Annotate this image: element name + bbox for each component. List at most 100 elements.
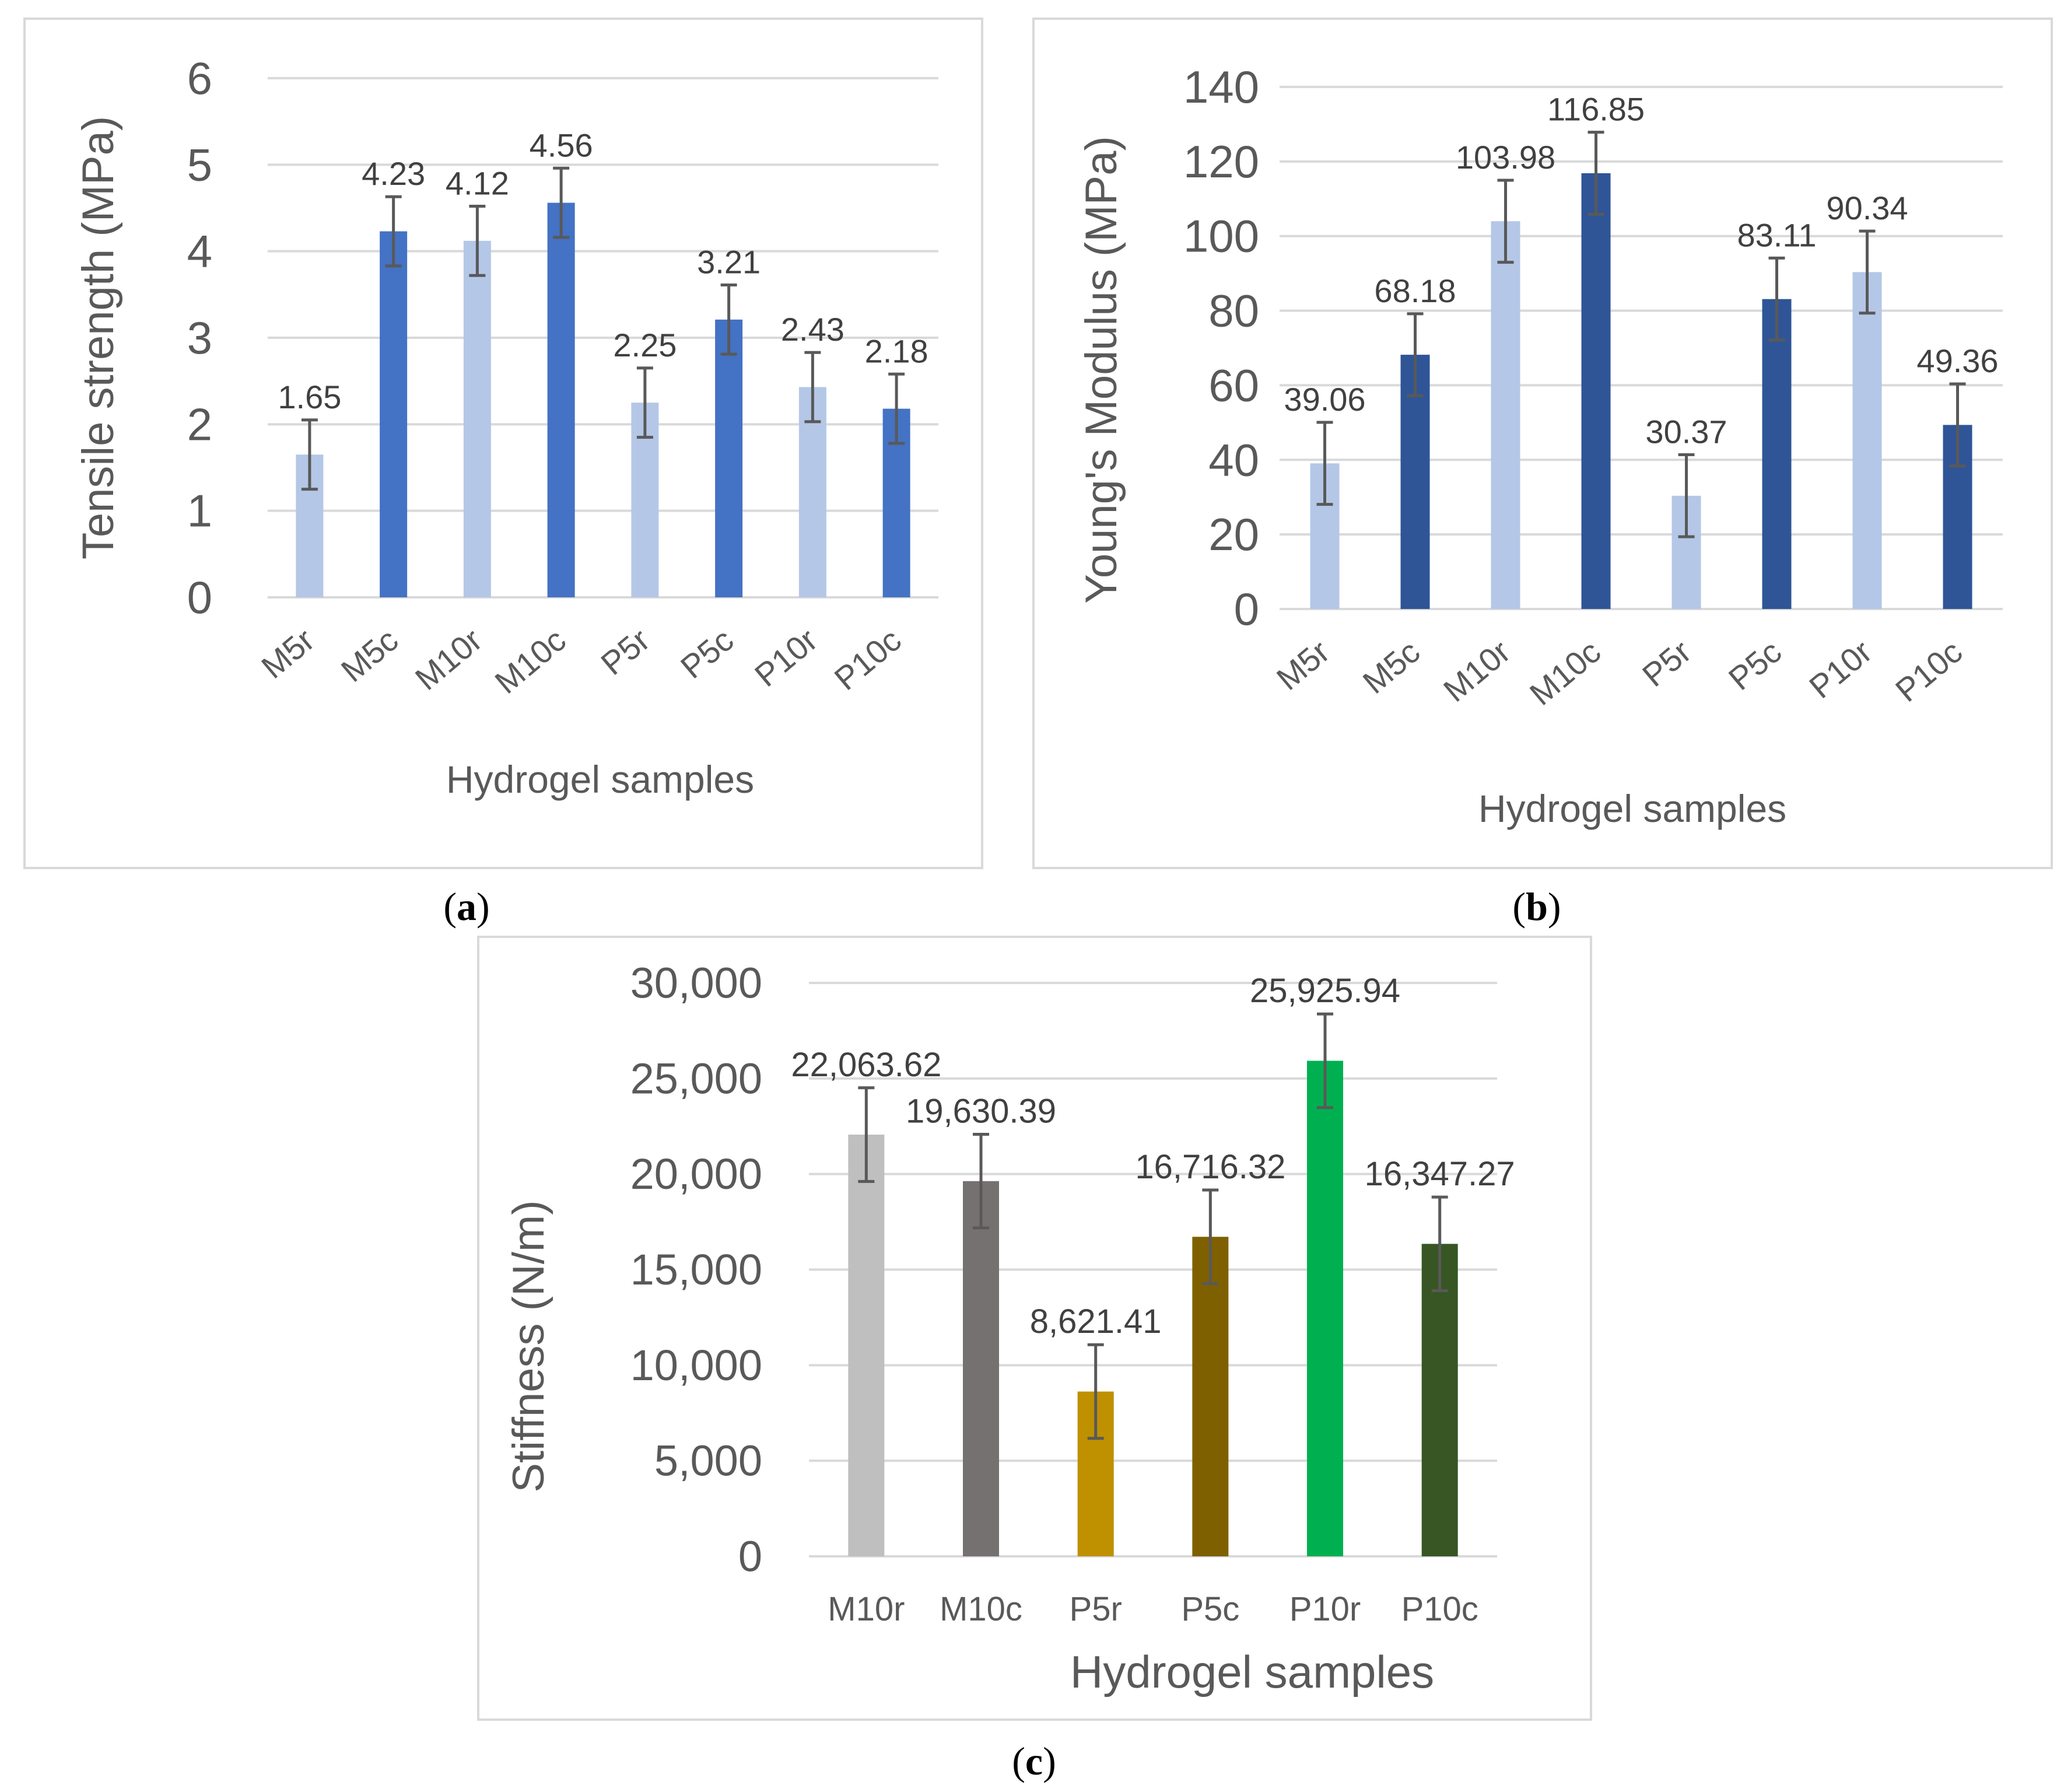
x-tick-label-M5c: M5c	[1356, 633, 1427, 701]
bar-P5c	[715, 319, 743, 597]
data-label-M5r: 39.06	[1284, 381, 1365, 418]
data-label-M10c: 4.56	[530, 127, 593, 163]
caption-c: (c)	[1012, 1738, 1056, 1784]
y-tick-label: 80	[1208, 285, 1259, 337]
x-tick-label-P5c: P5c	[1722, 633, 1788, 697]
bar-M10c	[547, 202, 575, 598]
y-tick-label: 2	[187, 398, 212, 450]
caption-a-close: )	[476, 884, 490, 929]
x-tick-label-P5c: P5c	[674, 621, 740, 685]
data-label-M10r: 4.12	[446, 165, 509, 202]
chart-c: 0 5,000 10,000 15,000 20,000 25,000 30,000 22,0…	[504, 959, 1515, 1698]
x-axis-title: Hydrogel samples	[446, 758, 754, 801]
x-tick-label-M10c: M10c	[940, 1590, 1022, 1628]
bar-P10c	[1421, 1244, 1458, 1556]
x-tick-label-M5c: M5c	[334, 621, 405, 689]
bar-M10r	[1491, 221, 1520, 609]
y-tick-label: 0	[187, 572, 212, 623]
x-tick-label-M10c: M10c	[1523, 633, 1607, 712]
data-label-P5c: 16,716.32	[1135, 1148, 1285, 1186]
y-tick-label: 60	[1208, 359, 1259, 411]
bar-P10r	[1307, 1060, 1343, 1556]
y-tick-label: 15,000	[630, 1245, 762, 1294]
caption-b: (b)	[1512, 884, 1561, 930]
caption-b-close: )	[1547, 884, 1561, 929]
data-label-M5c: 4.23	[362, 155, 425, 192]
y-tick-label: 5	[187, 139, 212, 190]
bar-M10r	[848, 1135, 885, 1556]
y-axis-title: Tensile strength (MPa)	[73, 116, 123, 559]
data-label-P10r: 25,925.94	[1250, 972, 1400, 1010]
x-tick-label-M10c: M10c	[488, 621, 572, 701]
data-label-M5c: 68.18	[1374, 272, 1456, 309]
chart-a: 0 1 2 3 4 5 6 1.65 M5r 4.23 M5c 4.12 M10r 4.56 M10c 2.2…	[73, 52, 938, 801]
data-label-P10c: 49.36	[1916, 342, 1998, 379]
bar-M10r	[463, 240, 491, 597]
x-tick-label-P10c: P10c	[828, 621, 908, 697]
y-tick-label: 140	[1183, 61, 1259, 113]
x-tick-label-P5r: P5r	[1070, 1590, 1122, 1628]
x-tick-label-P10c: P10c	[1401, 1590, 1478, 1628]
caption-c-open: (	[1012, 1739, 1025, 1783]
data-label-M10r: 22,063.62	[791, 1046, 941, 1084]
caption-a-letter: a	[457, 884, 476, 929]
y-tick-label: 5,000	[654, 1437, 762, 1485]
chart-panel-a: 0 1 2 3 4 5 6 1.65 M5r 4.23 M5c 4.12 M10r 4.56 M10c 2.2…	[23, 18, 983, 869]
caption-a: (a)	[443, 884, 489, 930]
x-tick-label-M10r: M10r	[1436, 633, 1517, 709]
y-tick-label: 1	[187, 485, 212, 537]
y-axis-title: Young's Modulus (MPa)	[1077, 136, 1126, 604]
data-label-P5c: 83.11	[1737, 216, 1817, 253]
y-tick-label: 4	[187, 226, 212, 277]
x-tick-label-P10r: P10r	[1802, 633, 1879, 705]
x-tick-label-P10r: P10r	[748, 621, 824, 694]
data-label-P5r: 8,621.41	[1030, 1303, 1162, 1340]
data-label-M5r: 1.65	[278, 379, 341, 415]
data-label-P5r: 30.37	[1645, 414, 1727, 450]
y-tick-label: 6	[187, 52, 212, 104]
chart-panel-c: 0 5,000 10,000 15,000 20,000 25,000 30,000 22,0…	[477, 936, 1592, 1721]
x-tick-label-P5c: P5c	[1181, 1590, 1239, 1628]
y-tick-label: 120	[1183, 136, 1259, 187]
x-axis-title: Hydrogel samples	[1070, 1646, 1434, 1698]
x-tick-label-P5r: P5r	[1635, 633, 1698, 694]
data-label-P10r: 2.43	[781, 311, 844, 348]
data-label-P10c: 2.18	[865, 332, 928, 369]
y-tick-label: 25,000	[630, 1054, 762, 1102]
y-tick-label: 0	[1234, 583, 1259, 635]
bar-P10r	[1852, 272, 1882, 609]
data-label-P10r: 90.34	[1826, 190, 1908, 226]
x-tick-label-M10r: M10r	[828, 1590, 905, 1628]
caption-c-close: )	[1043, 1739, 1056, 1783]
x-tick-label-P10r: P10r	[1289, 1590, 1361, 1628]
x-tick-label-P5r: P5r	[594, 621, 656, 682]
caption-c-letter: c	[1025, 1739, 1043, 1783]
chart-b: 0 20 40 60 80 100 120 140 39.06 M5r 68.18 M5c 103.98…	[1077, 61, 2003, 830]
y-tick-label: 40	[1208, 434, 1259, 485]
chart-panel-b: 0 20 40 60 80 100 120 140 39.06 M5r 68.18 M5c 103.98…	[1032, 18, 2053, 869]
data-label-M10c: 116.85	[1547, 91, 1645, 128]
caption-a-open: (	[443, 884, 457, 929]
bar-P5c	[1192, 1237, 1229, 1556]
bar-M10c	[963, 1181, 999, 1556]
data-label-P5c: 3.21	[697, 244, 761, 281]
bar-M10c	[1581, 173, 1611, 609]
y-tick-label: 3	[187, 312, 212, 363]
x-tick-label-M10r: M10r	[408, 621, 489, 697]
data-label-M10c: 19,630.39	[906, 1092, 1056, 1130]
data-label-P10c: 16,347.27	[1365, 1155, 1515, 1193]
y-tick-label: 0	[738, 1532, 762, 1581]
x-tick-label-M5r: M5r	[254, 621, 321, 685]
bar-P5c	[1762, 299, 1792, 609]
x-tick-label-M5r: M5r	[1270, 633, 1336, 697]
y-axis-title: Stiffness (N/m)	[504, 1200, 553, 1492]
y-tick-label: 20	[1208, 509, 1259, 560]
caption-b-open: (	[1512, 884, 1526, 929]
y-tick-label: 10,000	[630, 1341, 762, 1390]
y-tick-label: 20,000	[630, 1150, 762, 1198]
data-label-M10r: 103.98	[1456, 139, 1555, 176]
y-tick-label: 100	[1183, 211, 1259, 262]
caption-b-letter: b	[1526, 884, 1548, 929]
x-axis-title: Hydrogel samples	[1478, 787, 1786, 830]
data-label-P5r: 2.25	[613, 327, 677, 363]
